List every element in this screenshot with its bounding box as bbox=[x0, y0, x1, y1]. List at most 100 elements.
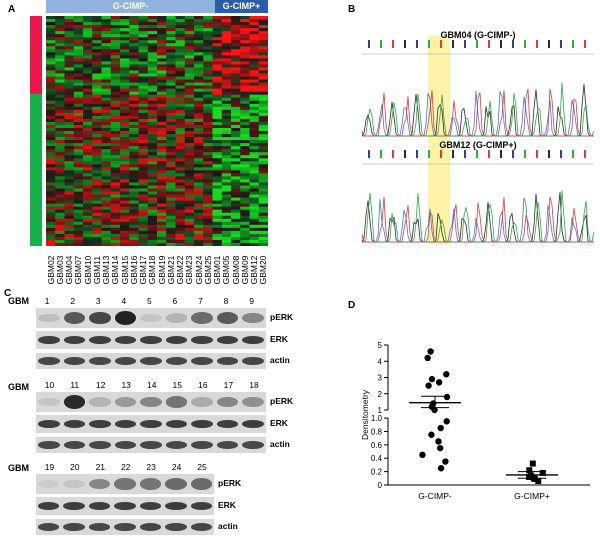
heatmap-cell bbox=[92, 149, 102, 153]
heatmap-cell bbox=[64, 212, 75, 217]
heatmap-cell bbox=[110, 161, 121, 165]
heatmap-cell bbox=[101, 112, 112, 117]
heatmap-cell bbox=[129, 209, 139, 214]
heatmap-cell bbox=[194, 109, 204, 114]
heatmap-cell bbox=[212, 227, 223, 232]
heatmap-cell bbox=[110, 236, 121, 241]
heatmap-cell bbox=[203, 40, 213, 44]
y-tick-label: 0.6 bbox=[371, 441, 383, 450]
heatmap-cell bbox=[166, 61, 176, 65]
heatmap-cell bbox=[240, 224, 250, 229]
heatmap-cell bbox=[231, 43, 241, 47]
heatmap-cell bbox=[221, 167, 232, 171]
heatmap-cell bbox=[221, 227, 232, 232]
heatmap-cell bbox=[231, 40, 241, 44]
heatmap-cell bbox=[147, 164, 158, 168]
heatmap-cell bbox=[221, 224, 232, 229]
data-point bbox=[443, 418, 450, 425]
heatmap-cell bbox=[231, 124, 241, 129]
heatmap-cell bbox=[138, 218, 149, 223]
heatmap-cell bbox=[110, 121, 121, 126]
heatmap-cell bbox=[55, 64, 65, 68]
heatmap-cell bbox=[194, 221, 204, 226]
blot-band bbox=[38, 420, 60, 428]
heatmap-cell bbox=[73, 103, 84, 108]
heatmap-cell bbox=[83, 97, 93, 102]
heatmap-cell bbox=[184, 170, 195, 174]
heatmap-cell bbox=[184, 149, 195, 153]
heatmap-cell bbox=[46, 100, 56, 105]
heatmap-cell bbox=[92, 46, 102, 50]
heatmap-cell bbox=[212, 55, 223, 59]
heatmap-cell bbox=[147, 146, 158, 150]
heatmap-cell bbox=[138, 58, 149, 62]
heatmap-cell bbox=[184, 206, 195, 211]
heatmap-cell bbox=[258, 218, 268, 223]
heatmap-cell bbox=[83, 49, 93, 53]
heatmap-cell bbox=[46, 82, 56, 87]
heatmap-cell bbox=[175, 212, 186, 217]
heatmap-cell bbox=[55, 236, 65, 241]
heatmap-cell bbox=[83, 242, 93, 246]
heatmap-cell bbox=[129, 58, 139, 62]
heatmap-cell bbox=[157, 118, 167, 123]
heatmap-cell bbox=[64, 224, 75, 229]
heatmap-cell bbox=[157, 100, 167, 105]
heatmap-cell bbox=[138, 70, 149, 74]
heatmap-cell bbox=[147, 236, 158, 241]
heatmap-cell bbox=[166, 203, 176, 208]
heatmap-cell bbox=[129, 203, 139, 208]
heatmap-cell bbox=[101, 158, 112, 162]
heatmap-cell bbox=[184, 134, 195, 138]
heatmap-cell bbox=[55, 215, 65, 220]
heatmap-cell bbox=[147, 115, 158, 120]
blot-band bbox=[38, 313, 60, 323]
heatmap-cell bbox=[240, 73, 250, 77]
heatmap-cell bbox=[240, 94, 250, 99]
heatmap-cell bbox=[212, 152, 223, 156]
heatmap-cell bbox=[92, 233, 102, 238]
heatmap-cell bbox=[231, 55, 241, 59]
heatmap-cell bbox=[166, 131, 176, 135]
heatmap-cell bbox=[120, 197, 130, 202]
heatmap-cell bbox=[129, 185, 139, 189]
heatmap-cell bbox=[83, 118, 93, 123]
heatmap-cell bbox=[203, 46, 213, 50]
heatmap-cell bbox=[203, 73, 213, 77]
heatmap-cell bbox=[83, 185, 93, 189]
heatmap-cell bbox=[138, 149, 149, 153]
heatmap-cell bbox=[147, 131, 158, 135]
heatmap-cell bbox=[221, 64, 232, 68]
heatmap-cell bbox=[175, 188, 186, 192]
heatmap-cell bbox=[129, 73, 139, 77]
heatmap-cell bbox=[203, 212, 213, 217]
heatmap-cell bbox=[147, 149, 158, 153]
heatmap-cell bbox=[221, 230, 232, 235]
heatmap-cell bbox=[212, 206, 223, 211]
heatmap-cell bbox=[175, 88, 186, 93]
heatmap-cell bbox=[258, 194, 268, 198]
heatmap-cell bbox=[184, 28, 195, 32]
heatmap-cell bbox=[231, 46, 241, 50]
heatmap-cell bbox=[212, 200, 223, 205]
heatmap-cell bbox=[120, 49, 130, 53]
heatmap-cell bbox=[194, 203, 204, 208]
heatmap-cell bbox=[129, 88, 139, 93]
heatmap-cell bbox=[55, 82, 65, 87]
heatmap-cell bbox=[129, 85, 139, 90]
blot-band bbox=[114, 441, 137, 449]
heatmap-cell bbox=[166, 155, 176, 159]
heatmap-cell bbox=[64, 158, 75, 162]
heatmap-cell bbox=[258, 121, 268, 126]
heatmap-cell bbox=[83, 143, 93, 147]
heatmap-cell bbox=[92, 37, 102, 41]
heatmap-cell bbox=[212, 182, 223, 186]
heatmap-cell bbox=[92, 173, 102, 177]
heatmap-cell bbox=[92, 158, 102, 162]
heatmap-cell bbox=[175, 143, 186, 147]
heatmap-cell bbox=[73, 185, 84, 189]
heatmap-cell bbox=[231, 49, 241, 53]
heatmap-cell bbox=[73, 221, 84, 226]
heatmap-cell bbox=[147, 40, 158, 44]
heatmap-cell bbox=[92, 97, 102, 102]
